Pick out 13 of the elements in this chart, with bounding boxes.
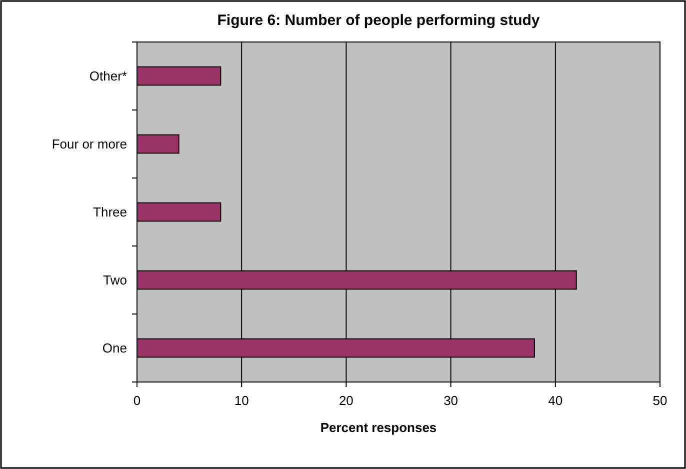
y-tick-label: One [102, 340, 127, 356]
x-tick-label: 0 [133, 393, 141, 408]
x-tick-label: 10 [234, 393, 249, 408]
y-tick-label: Four or more [52, 136, 127, 152]
x-tick-label: 40 [548, 393, 563, 408]
x-tick-label: 50 [652, 393, 668, 408]
y-tick-label: Two [103, 272, 127, 288]
x-tick-label: 20 [338, 393, 354, 408]
x-tick-label: 30 [444, 393, 458, 408]
y-tick-label: Three [93, 204, 127, 220]
y-tick-label: Other* [89, 68, 127, 84]
x-axis-title: Percent responses [320, 420, 437, 435]
chart-title: Figure 6: Number of people performing study [217, 12, 540, 29]
